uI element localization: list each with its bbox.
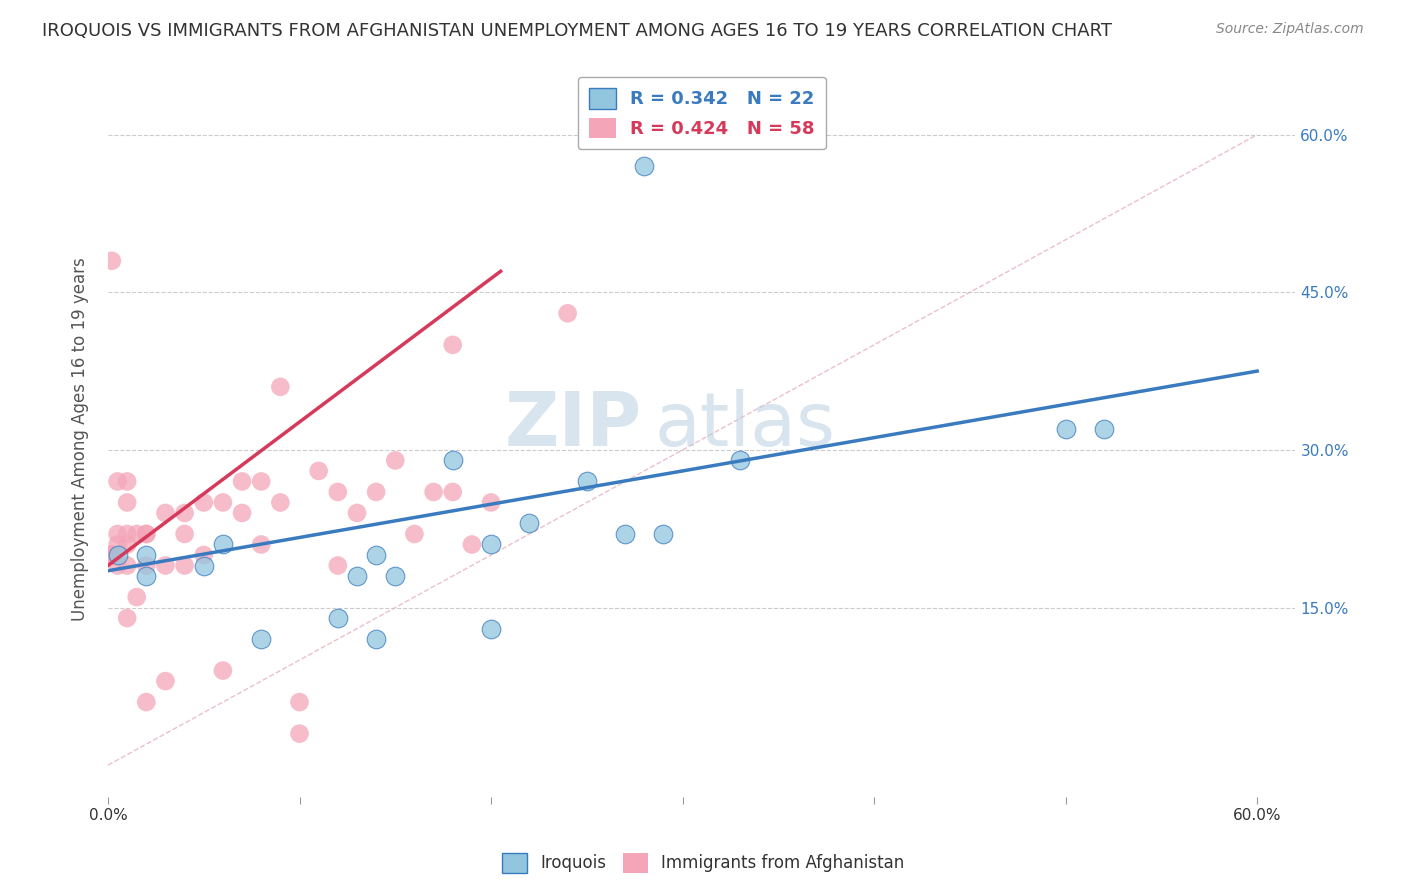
Point	[441, 453, 464, 467]
Point	[231, 475, 253, 489]
Point	[173, 558, 195, 573]
Text: IROQUOIS VS IMMIGRANTS FROM AFGHANISTAN UNEMPLOYMENT AMONG AGES 16 TO 19 YEARS C: IROQUOIS VS IMMIGRANTS FROM AFGHANISTAN …	[42, 22, 1112, 40]
Point	[107, 537, 129, 551]
Point	[1092, 422, 1115, 436]
Point	[135, 527, 157, 541]
Point	[269, 495, 291, 509]
Point	[155, 674, 177, 689]
Point	[346, 569, 368, 583]
Point	[173, 527, 195, 541]
Point	[101, 548, 124, 562]
Point	[193, 495, 215, 509]
Point	[461, 537, 484, 551]
Legend: Iroquois, Immigrants from Afghanistan: Iroquois, Immigrants from Afghanistan	[495, 847, 911, 880]
Point	[212, 537, 235, 551]
Point	[101, 548, 124, 562]
Point	[115, 475, 138, 489]
Point	[366, 632, 388, 646]
Point	[107, 558, 129, 573]
Point	[366, 548, 388, 562]
Point	[101, 548, 124, 562]
Point	[575, 475, 598, 489]
Point	[101, 548, 124, 562]
Point	[101, 548, 124, 562]
Point	[404, 527, 426, 541]
Point	[250, 475, 273, 489]
Point	[115, 537, 138, 551]
Point	[366, 485, 388, 500]
Y-axis label: Unemployment Among Ages 16 to 19 years: Unemployment Among Ages 16 to 19 years	[72, 258, 89, 622]
Point	[115, 527, 138, 541]
Point	[614, 527, 637, 541]
Point	[212, 495, 235, 509]
Point	[155, 506, 177, 520]
Point	[326, 558, 349, 573]
Text: ZIP: ZIP	[505, 389, 643, 462]
Point	[288, 695, 311, 709]
Text: Source: ZipAtlas.com: Source: ZipAtlas.com	[1216, 22, 1364, 37]
Point	[250, 537, 273, 551]
Point	[422, 485, 444, 500]
Point	[115, 558, 138, 573]
Point	[135, 558, 157, 573]
Point	[633, 159, 655, 173]
Point	[384, 569, 406, 583]
Point	[135, 569, 157, 583]
Point	[652, 527, 675, 541]
Point	[155, 558, 177, 573]
Point	[125, 590, 148, 604]
Point	[231, 506, 253, 520]
Point	[101, 548, 124, 562]
Point	[326, 611, 349, 625]
Point	[517, 516, 540, 531]
Point	[173, 506, 195, 520]
Point	[288, 726, 311, 740]
Point	[135, 695, 157, 709]
Point	[101, 548, 124, 562]
Point	[346, 506, 368, 520]
Point	[115, 611, 138, 625]
Point	[212, 664, 235, 678]
Point	[107, 475, 129, 489]
Text: atlas: atlas	[654, 389, 835, 462]
Point	[193, 558, 215, 573]
Point	[135, 527, 157, 541]
Point	[479, 495, 502, 509]
Point	[441, 485, 464, 500]
Point	[326, 485, 349, 500]
Point	[479, 537, 502, 551]
Point	[728, 453, 751, 467]
Point	[557, 306, 579, 320]
Point	[384, 453, 406, 467]
Point	[115, 495, 138, 509]
Point	[101, 548, 124, 562]
Point	[250, 632, 273, 646]
Point	[101, 548, 124, 562]
Point	[135, 548, 157, 562]
Point	[125, 527, 148, 541]
Point	[193, 548, 215, 562]
Point	[101, 253, 124, 268]
Point	[101, 548, 124, 562]
Point	[308, 464, 330, 478]
Legend: R = 0.342   N = 22, R = 0.424   N = 58: R = 0.342 N = 22, R = 0.424 N = 58	[578, 77, 825, 149]
Point	[107, 527, 129, 541]
Point	[269, 380, 291, 394]
Point	[479, 622, 502, 636]
Point	[1054, 422, 1077, 436]
Point	[107, 548, 129, 562]
Point	[441, 338, 464, 352]
